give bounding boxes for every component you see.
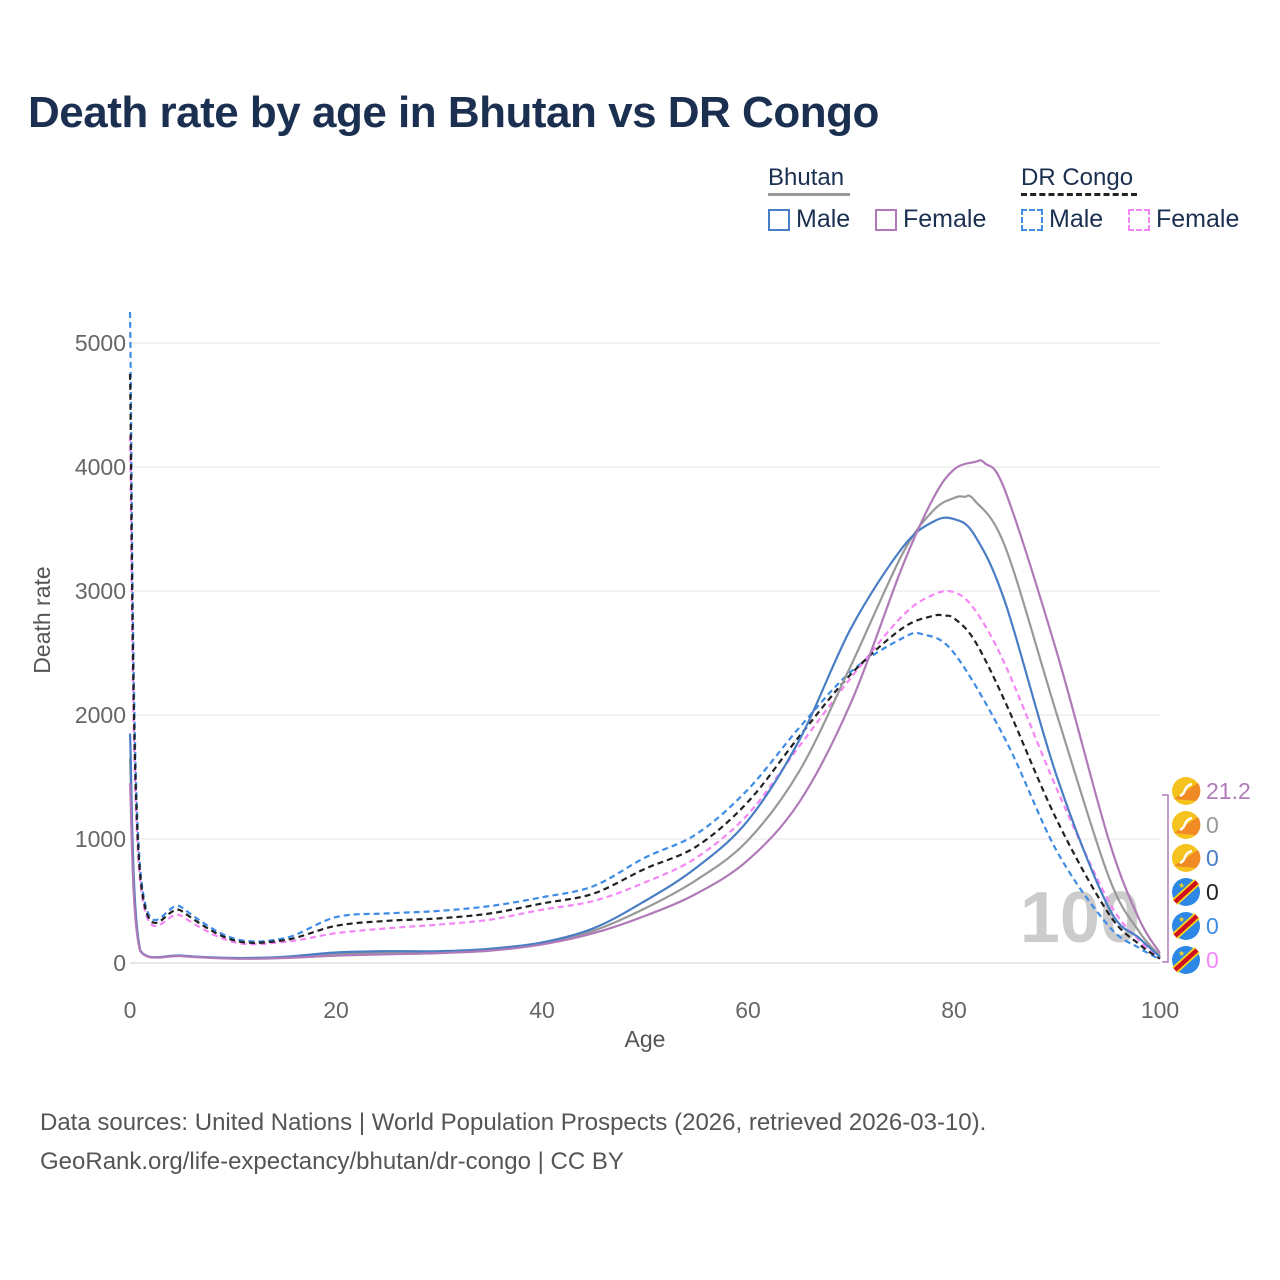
svg-text:★: ★ (1178, 949, 1185, 958)
drc-flag-icon: ★ (1172, 878, 1200, 906)
x-tick-label: 80 (941, 997, 967, 1023)
end-label-value: 0 (1206, 879, 1219, 905)
legend-bhutan-line (768, 193, 850, 196)
x-tick-label: 20 (323, 997, 349, 1023)
x-tick-label: 60 (735, 997, 761, 1023)
svg-text:★: ★ (1178, 881, 1185, 890)
legend-swatch-bhutan-male (768, 208, 790, 231)
source-line-1: Data sources: United Nations | World Pop… (40, 1109, 987, 1136)
legend-swatch-bhutan-female (875, 208, 897, 231)
series-line-dr-congo-female[interactable] (128, 435, 1161, 959)
drc-flag-icon: ★ (1172, 946, 1200, 974)
end-label-bhutan-female: 21.2 (1172, 777, 1251, 805)
y-tick-label: 3000 (75, 578, 126, 604)
x-tick-label: 40 (529, 997, 555, 1023)
y-axis-label: Death rate (29, 566, 55, 673)
legend-bhutan-female-label: Female (903, 205, 987, 233)
bhutan-flag-icon (1172, 777, 1201, 805)
legend-drc-male-label: Male (1049, 205, 1104, 233)
legend-drc-line (1021, 193, 1137, 196)
svg-text:★: ★ (1178, 915, 1185, 924)
legend-swatch-drc-male (1021, 208, 1043, 231)
y-tick-label: 1000 (75, 826, 126, 852)
legend-bhutan-female[interactable]: Female (875, 205, 986, 234)
y-tick-label: 4000 (75, 454, 126, 480)
end-label-value: 0 (1206, 913, 1219, 939)
end-label-bhutan-total: 0 (1172, 811, 1219, 839)
legend-drc-male[interactable]: Male (1021, 205, 1103, 234)
y-tick-label: 0 (113, 950, 126, 976)
series-line-bhutan-female[interactable] (128, 459, 1161, 960)
bhutan-flag-icon (1172, 811, 1201, 839)
legend-drc-female-label: Female (1156, 205, 1240, 233)
end-label-value: 0 (1206, 947, 1219, 973)
legend-bhutan-male[interactable]: Male (768, 205, 850, 234)
y-tick-label: 2000 (75, 702, 126, 728)
end-label-value: 0 (1206, 845, 1219, 871)
legend-bhutan-label: Bhutan (768, 164, 845, 191)
x-axis-label: Age (625, 1026, 666, 1052)
end-label-dr-congo-female: ★ 0 (1172, 946, 1219, 974)
y-tick-label: 5000 (75, 330, 126, 356)
series-line-dr-congo-male[interactable] (128, 311, 1161, 961)
legend-swatch-drc-female (1128, 208, 1150, 231)
legend-drc-label: DR Congo (1021, 164, 1134, 191)
chart-title: Death rate by age in Bhutan vs DR Congo (28, 88, 879, 137)
drc-flag-icon: ★ (1172, 912, 1200, 940)
legend-drc-female[interactable]: Female (1128, 205, 1239, 234)
end-label-value: 21.2 (1206, 778, 1251, 804)
x-tick-label: 100 (1141, 997, 1179, 1023)
end-label-bhutan-male: 0 (1172, 844, 1219, 872)
end-label-value: 0 (1206, 812, 1219, 838)
series-line-dr-congo-total[interactable] (128, 373, 1161, 960)
end-label-dr-congo-total: ★ 0 (1172, 878, 1219, 906)
x-tick-label: 0 (124, 997, 137, 1023)
bhutan-flag-icon (1172, 844, 1201, 872)
series-line-bhutan-total[interactable] (128, 494, 1161, 960)
end-label-bracket (1162, 794, 1169, 963)
source-line-2[interactable]: GeoRank.org/life-expectancy/bhutan/dr-co… (40, 1148, 624, 1175)
end-label-dr-congo-male: ★ 0 (1172, 912, 1219, 940)
legend-bhutan-male-label: Male (796, 205, 851, 233)
